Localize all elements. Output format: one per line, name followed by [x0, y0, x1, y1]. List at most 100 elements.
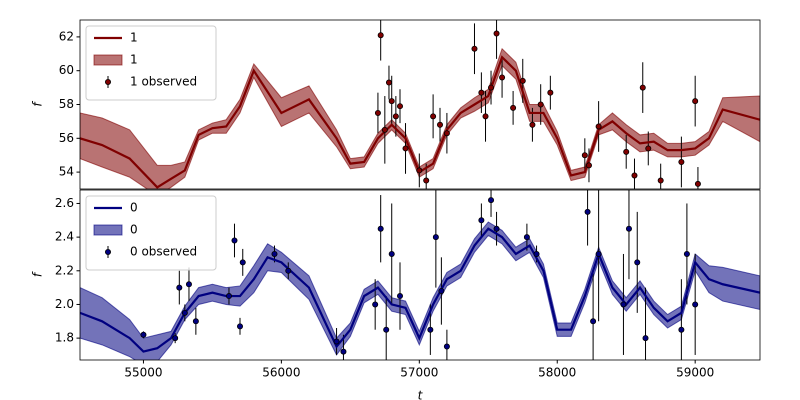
mean-line — [80, 55, 760, 189]
observed-point — [493, 225, 500, 232]
legend-swatch — [93, 54, 123, 66]
observed-point — [678, 326, 685, 333]
observed-point — [529, 121, 536, 128]
observed-point — [383, 326, 390, 333]
observed-point — [482, 113, 489, 120]
observed-point — [392, 113, 399, 120]
x-tick-label: 58000 — [538, 366, 576, 380]
observed-point — [510, 104, 517, 111]
x-tick-label: 59000 — [676, 366, 714, 380]
observed-point — [584, 208, 591, 215]
observed-point — [443, 343, 450, 350]
legend-box — [85, 195, 217, 271]
observed-point — [385, 79, 392, 86]
observed-point — [519, 77, 526, 84]
legend-label: 1 observed — [130, 75, 197, 89]
observed-point — [590, 318, 597, 325]
legend: 0 0 0 observed — [85, 195, 217, 271]
observed-point — [595, 250, 602, 257]
observed-point — [396, 103, 403, 110]
y-tick-label: 60 — [59, 63, 74, 77]
plot-area — [80, 20, 760, 189]
observed-point — [443, 130, 450, 137]
observed-point — [623, 148, 630, 155]
observed-point — [585, 162, 592, 169]
y-axis-label: f — [31, 271, 45, 277]
observed-point — [488, 197, 495, 204]
observed-point — [388, 98, 395, 105]
observed-point — [692, 301, 699, 308]
observed-point — [381, 126, 388, 133]
observed-point — [639, 84, 646, 91]
observed-point — [140, 331, 147, 338]
observed-point — [537, 101, 544, 108]
observed-point — [595, 123, 602, 130]
observed-point — [388, 250, 395, 257]
legend-box — [85, 25, 217, 101]
observed-point — [488, 84, 495, 91]
observed-point — [372, 301, 379, 308]
observed-point — [225, 293, 232, 300]
y-tick-label: 1.8 — [55, 331, 74, 345]
legend-swatch — [93, 224, 123, 236]
x-tick-label: 57000 — [400, 366, 438, 380]
observed-point — [678, 158, 685, 165]
observed-point — [430, 113, 437, 120]
observed-point — [625, 225, 632, 232]
observed-point — [547, 89, 554, 96]
y-tick-label: 62 — [59, 29, 74, 43]
observed-point — [694, 180, 701, 187]
y-tick-label: 2.2 — [55, 263, 74, 277]
legend-label: 0 — [130, 201, 138, 215]
observed-point — [645, 145, 652, 152]
x-axis-label: t — [418, 389, 424, 400]
observed-point — [438, 287, 445, 294]
observed-point — [692, 98, 699, 105]
observed-point — [192, 318, 199, 325]
observed-point — [333, 338, 340, 345]
observed-point — [239, 259, 246, 266]
legend-swatch — [105, 248, 112, 255]
y-axis-label: f — [31, 101, 45, 107]
x-tick-label: 56000 — [262, 366, 300, 380]
observed-point — [377, 225, 384, 232]
plot-area — [80, 190, 760, 360]
x-tick-label: 55000 — [124, 366, 162, 380]
observed-point — [478, 89, 485, 96]
y-tick-label: 2.4 — [55, 230, 74, 244]
legend: 1 1 1 observed — [85, 25, 217, 101]
observed-point — [657, 177, 664, 184]
observed-point — [427, 326, 434, 333]
legend-label: 0 — [130, 223, 138, 237]
observed-point — [285, 267, 292, 274]
observed-point — [581, 152, 588, 159]
observed-point — [423, 177, 430, 184]
observed-point — [374, 109, 381, 116]
y-tick-label: 58 — [59, 97, 74, 111]
observed-point — [631, 172, 638, 179]
observed-point — [493, 30, 500, 37]
observed-point — [271, 250, 278, 257]
observed-point — [402, 145, 409, 152]
axes-frame — [79, 189, 761, 361]
observed-point — [634, 259, 641, 266]
observed-point — [432, 234, 439, 241]
y-tick-label: 54 — [59, 165, 74, 179]
y-tick-label: 2.0 — [55, 297, 74, 311]
y-tick-label: 2.6 — [55, 196, 74, 210]
observed-point — [523, 234, 530, 241]
observed-point — [185, 281, 192, 288]
observed-point — [181, 309, 188, 316]
observed-point — [172, 335, 179, 342]
observed-point — [620, 301, 627, 308]
observed-point — [176, 284, 183, 291]
observed-point — [377, 32, 384, 39]
observed-point — [478, 217, 485, 224]
observed-point — [236, 323, 243, 330]
legend-label: 1 — [130, 31, 138, 45]
legend-swatch — [105, 79, 112, 86]
observed-point — [499, 74, 506, 81]
observed-point — [683, 250, 690, 257]
observed-point — [396, 293, 403, 300]
